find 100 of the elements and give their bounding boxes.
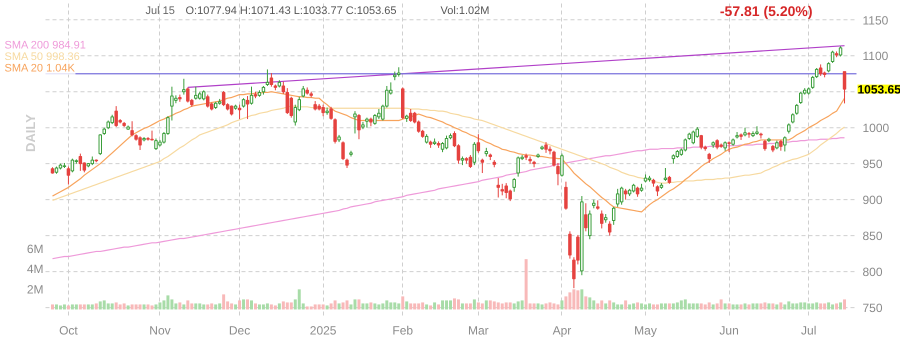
bar — [668, 303, 671, 310]
y2-tick-label: 4M — [26, 262, 44, 276]
candlestick — [194, 86, 198, 100]
bar — [441, 300, 444, 310]
bar — [476, 302, 480, 310]
bar — [158, 302, 162, 310]
bar — [146, 304, 150, 310]
candlestick — [468, 154, 472, 168]
bar — [322, 304, 325, 310]
candlestick — [842, 71, 846, 104]
candlestick — [672, 154, 676, 164]
candlestick — [480, 158, 484, 174]
bar — [389, 302, 392, 310]
candlestick — [202, 90, 206, 101]
bar — [126, 305, 130, 310]
x-tick-label: Feb — [392, 324, 414, 338]
bar — [122, 303, 126, 310]
bar — [433, 302, 436, 310]
candlestick — [110, 114, 114, 125]
bar — [584, 296, 588, 310]
bar — [306, 306, 309, 310]
bar — [624, 300, 628, 310]
bar — [720, 299, 723, 310]
bar — [114, 302, 118, 310]
annotation: O:1077.94 H:1071.43 L:1033.77 C:1053.65 — [186, 5, 397, 18]
bar — [262, 304, 265, 310]
bar — [791, 303, 794, 310]
bar — [278, 303, 281, 310]
bar — [787, 301, 790, 310]
candlestick — [182, 78, 186, 96]
candlestick — [508, 189, 512, 202]
bar — [338, 303, 341, 310]
bar — [819, 303, 822, 310]
bar — [460, 303, 464, 310]
bar — [58, 305, 62, 310]
bar — [250, 300, 253, 310]
bar — [118, 304, 122, 310]
x-tick-label: Dec — [228, 324, 250, 338]
bar — [334, 300, 337, 310]
bar — [464, 303, 468, 310]
bar — [369, 302, 372, 310]
bar — [504, 302, 508, 310]
bar — [214, 304, 218, 310]
text: SMA 200 984.91 — [4, 40, 86, 52]
candlestick — [826, 62, 830, 73]
candlestick — [512, 178, 516, 192]
bar — [592, 300, 596, 310]
bar — [480, 303, 484, 310]
bar — [270, 304, 273, 310]
bar — [222, 294, 226, 310]
bar — [572, 289, 576, 310]
bar — [361, 303, 364, 310]
bar — [365, 303, 368, 310]
bar — [246, 299, 250, 310]
candlestick — [684, 138, 688, 152]
bar — [656, 304, 659, 310]
bar — [429, 305, 432, 310]
bar — [74, 304, 78, 310]
candlestick — [791, 112, 795, 124]
candlestick — [779, 139, 783, 152]
bar — [381, 303, 384, 310]
candlestick — [723, 140, 727, 152]
bar — [576, 290, 580, 310]
bar — [492, 301, 496, 310]
candlestick — [266, 68, 270, 86]
candlestick — [329, 106, 333, 120]
candlestick — [154, 138, 158, 151]
candlestick — [616, 188, 620, 208]
bar — [700, 303, 703, 310]
bar — [86, 304, 90, 310]
bar — [688, 303, 691, 310]
bar — [604, 303, 608, 310]
bar — [596, 303, 600, 310]
bar — [508, 302, 512, 310]
bar — [194, 303, 198, 310]
bar — [728, 303, 731, 310]
bar — [664, 303, 667, 310]
candlestick — [341, 140, 345, 161]
candlestick — [138, 136, 142, 151]
bar — [496, 302, 500, 310]
x-tick-label: Nov — [149, 324, 171, 338]
bar — [437, 304, 440, 310]
y-tick-label: 800 — [862, 265, 883, 280]
candlestick — [656, 184, 660, 197]
bar — [174, 303, 178, 310]
candlestick — [795, 103, 798, 116]
bar — [66, 305, 70, 310]
candlestick — [496, 178, 500, 198]
bar — [206, 304, 210, 310]
bar — [70, 304, 74, 310]
x-tick-label: May — [634, 324, 657, 338]
candlestick — [302, 85, 305, 98]
bar — [692, 303, 695, 310]
bar — [452, 298, 456, 310]
bar — [186, 300, 190, 310]
candlestick — [600, 210, 604, 229]
bar — [202, 304, 206, 310]
bar — [166, 295, 170, 310]
bar — [636, 302, 640, 310]
candlestick — [397, 66, 400, 78]
